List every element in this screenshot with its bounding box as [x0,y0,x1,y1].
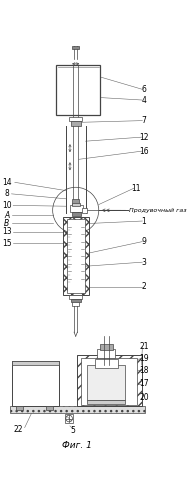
Bar [63,217,89,295]
Text: 17: 17 [139,379,149,388]
Bar [95,359,118,368]
Bar [71,122,81,125]
Bar [72,203,80,206]
Text: 8: 8 [4,189,9,198]
Bar [97,349,115,359]
Bar [87,365,125,399]
Text: 16: 16 [139,146,149,155]
Text: 6: 6 [142,85,146,94]
Text: Продувочный газ: Продувочный газ [129,208,187,213]
Bar [69,117,82,122]
Text: 11: 11 [131,184,141,193]
Bar [65,414,73,423]
Bar [87,399,125,404]
Text: Фиг. 1: Фиг. 1 [62,441,92,450]
Bar [17,406,23,410]
Bar [71,299,81,302]
Bar [72,199,79,205]
Text: 22: 22 [13,425,23,434]
Bar [82,208,87,213]
Bar [70,205,83,212]
Text: 5: 5 [70,426,75,435]
Text: 3: 3 [142,257,146,266]
Text: 10: 10 [2,201,11,210]
Bar [67,220,85,293]
Text: 4: 4 [142,96,146,105]
Text: 14: 14 [2,178,11,187]
Text: 13: 13 [2,227,11,236]
Text: 20: 20 [139,393,149,402]
Text: B: B [4,219,9,228]
Text: 1: 1 [142,217,146,226]
Bar [72,302,79,306]
Text: 9: 9 [142,237,146,246]
Bar [11,361,59,406]
Text: 2: 2 [142,282,146,291]
Text: 18: 18 [139,367,149,375]
Text: 15: 15 [2,239,11,248]
Bar [56,65,100,115]
Text: 7: 7 [142,116,146,125]
Text: 21: 21 [139,343,149,352]
Bar [72,46,79,49]
Bar [100,344,113,350]
Bar [10,406,145,413]
Bar [81,359,137,404]
Text: A: A [4,211,9,220]
Text: 19: 19 [139,354,149,363]
Bar [69,295,82,299]
Text: 12: 12 [139,132,149,141]
Bar [72,212,81,216]
Bar [11,361,59,365]
Bar [77,355,142,406]
Bar [46,406,53,410]
